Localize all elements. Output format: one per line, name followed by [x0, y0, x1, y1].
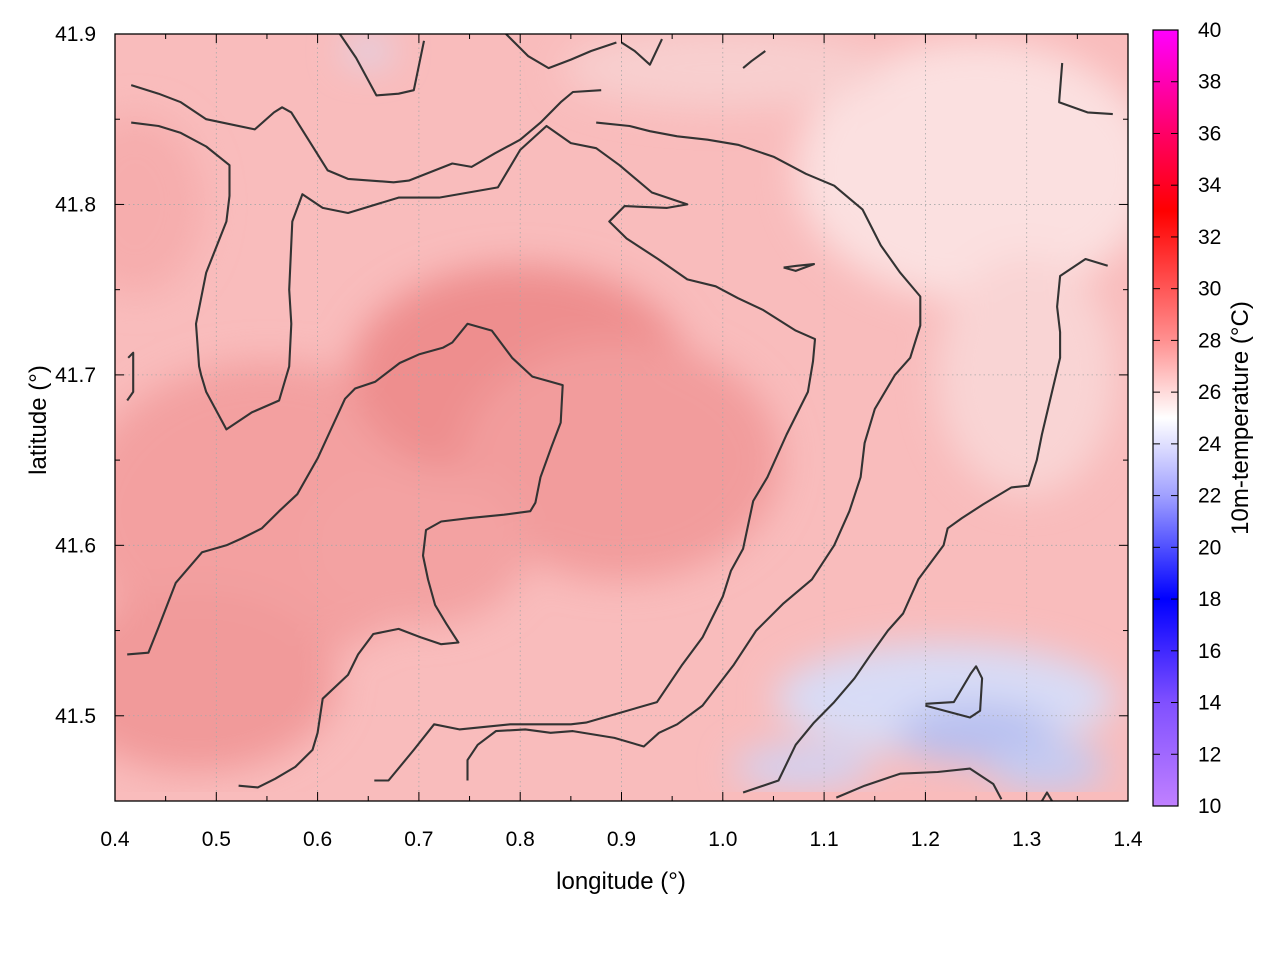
colorbar-tick-label: 36	[1198, 122, 1221, 145]
contour-line	[505, 34, 617, 70]
contour-line	[783, 263, 816, 272]
x-tick-label: 1.0	[708, 828, 737, 851]
y-tick-label: 41.6	[55, 534, 96, 557]
colorbar-tick-label: 38	[1198, 71, 1221, 94]
colorbar: 10 12 14 16 18 20 22 24 26 28 30 32 34 36 38 40	[1152, 19, 1222, 818]
contour-line	[742, 50, 766, 69]
contour-line	[130, 84, 602, 184]
contour-lines	[126, 34, 1113, 801]
x-axis-title: longitude (°)	[556, 868, 686, 895]
contour-line	[127, 322, 564, 789]
colorbar-tick-label: 20	[1198, 536, 1221, 559]
x-tick-label: 0.5	[202, 828, 231, 851]
x-tick-label: 0.6	[303, 828, 332, 851]
x-tick-label: 1.2	[911, 828, 940, 851]
x-tick-label: 0.9	[607, 828, 636, 851]
contour-line	[466, 121, 922, 781]
contour-line	[131, 121, 817, 782]
x-tick-label: 1.4	[1113, 828, 1143, 851]
y-axis-title: latitude (°)	[25, 365, 52, 475]
contour-line	[126, 351, 135, 402]
y-tick-label: 41.8	[55, 193, 96, 216]
contour-line	[835, 767, 1003, 800]
colorbar-tick-label: 24	[1198, 433, 1222, 456]
colorbar-tick-label: 14	[1198, 692, 1222, 715]
heatmap-shading	[115, 34, 1128, 792]
y-tick-label: 41.9	[55, 23, 96, 46]
colorbar-tick-label: 22	[1198, 485, 1221, 508]
contour-line	[1040, 791, 1053, 801]
colorbar-gradient	[1152, 29, 1179, 807]
colorbar-tick-label: 16	[1198, 640, 1221, 663]
colorbar-tick-label: 40	[1198, 19, 1221, 42]
colorbar-tick-label: 32	[1198, 226, 1221, 249]
colorbar-tick-label: 28	[1198, 329, 1221, 352]
colorbar-title: 10m-temperature (°C)	[1227, 301, 1254, 535]
contour-line	[742, 257, 1109, 794]
colorbar-tick-label: 26	[1198, 381, 1221, 404]
contour-line	[1058, 62, 1113, 116]
contour-line	[620, 38, 663, 66]
colorbar-tick-label: 18	[1198, 588, 1221, 611]
y-axis-ticks: 41.5 41.6 41.7 41.8 41.9	[55, 23, 1128, 802]
x-tick-label: 0.4	[100, 828, 130, 851]
y-tick-label: 41.7	[55, 364, 96, 387]
colorbar-tick-label: 10	[1198, 795, 1221, 818]
colorbar-tick-label: 12	[1198, 743, 1221, 766]
contour-line	[925, 665, 984, 719]
x-axis-ticks: 0.4 0.5 0.6 0.7 0.8 0.9 1.0 1.1 1.2 1.3 1.4	[100, 34, 1143, 851]
x-tick-label: 0.8	[506, 828, 535, 851]
grid-lines	[115, 33, 1128, 801]
x-tick-label: 1.3	[1012, 828, 1041, 851]
x-tick-label: 1.1	[809, 828, 838, 851]
y-tick-label: 41.5	[55, 705, 96, 728]
heatmap-field	[115, 34, 1128, 801]
colorbar-tick-label: 30	[1198, 278, 1221, 301]
contour-line	[339, 34, 426, 97]
colorbar-tick-label: 34	[1198, 174, 1222, 197]
x-tick-label: 0.7	[404, 828, 433, 851]
